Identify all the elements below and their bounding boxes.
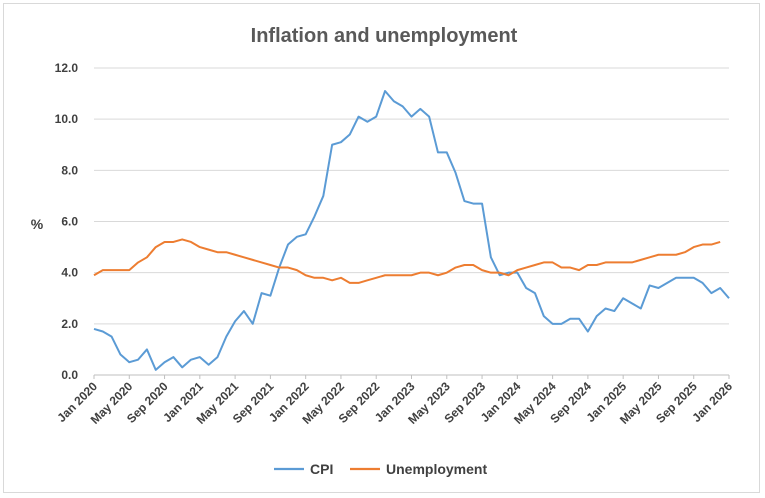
legend-cpi-label: CPI [310,461,333,477]
chart-title: Inflation and unemployment [251,25,518,47]
series-line-unemployment [93,238,721,284]
y-tick-label: 8.0 [61,163,78,177]
y-tick-label: 4.0 [61,266,78,280]
series-lines [93,90,730,371]
y-tick-label: 2.0 [61,317,78,331]
y-tick-label: 6.0 [61,215,78,229]
y-tick-labels: 0.0 2.0 4.0 6.0 8.0 10.0 12.0 [55,61,79,382]
y-tick-label: 12.0 [55,61,79,75]
legend-unemployment-label: Unemployment [386,461,487,477]
gridlines [94,67,729,376]
y-axis-label: % [31,216,44,232]
series-line-cpi [93,90,730,371]
legend: CPI Unemployment [274,461,487,477]
chart: Inflation and unemployment % 0.0 2.0 4.0 6.… [31,25,736,477]
chart-frame: Inflation and unemployment % 0.0 2.0 4.0 6.… [3,3,760,493]
y-tick-label: 0.0 [61,368,78,382]
y-tick-label: 10.0 [55,112,79,126]
